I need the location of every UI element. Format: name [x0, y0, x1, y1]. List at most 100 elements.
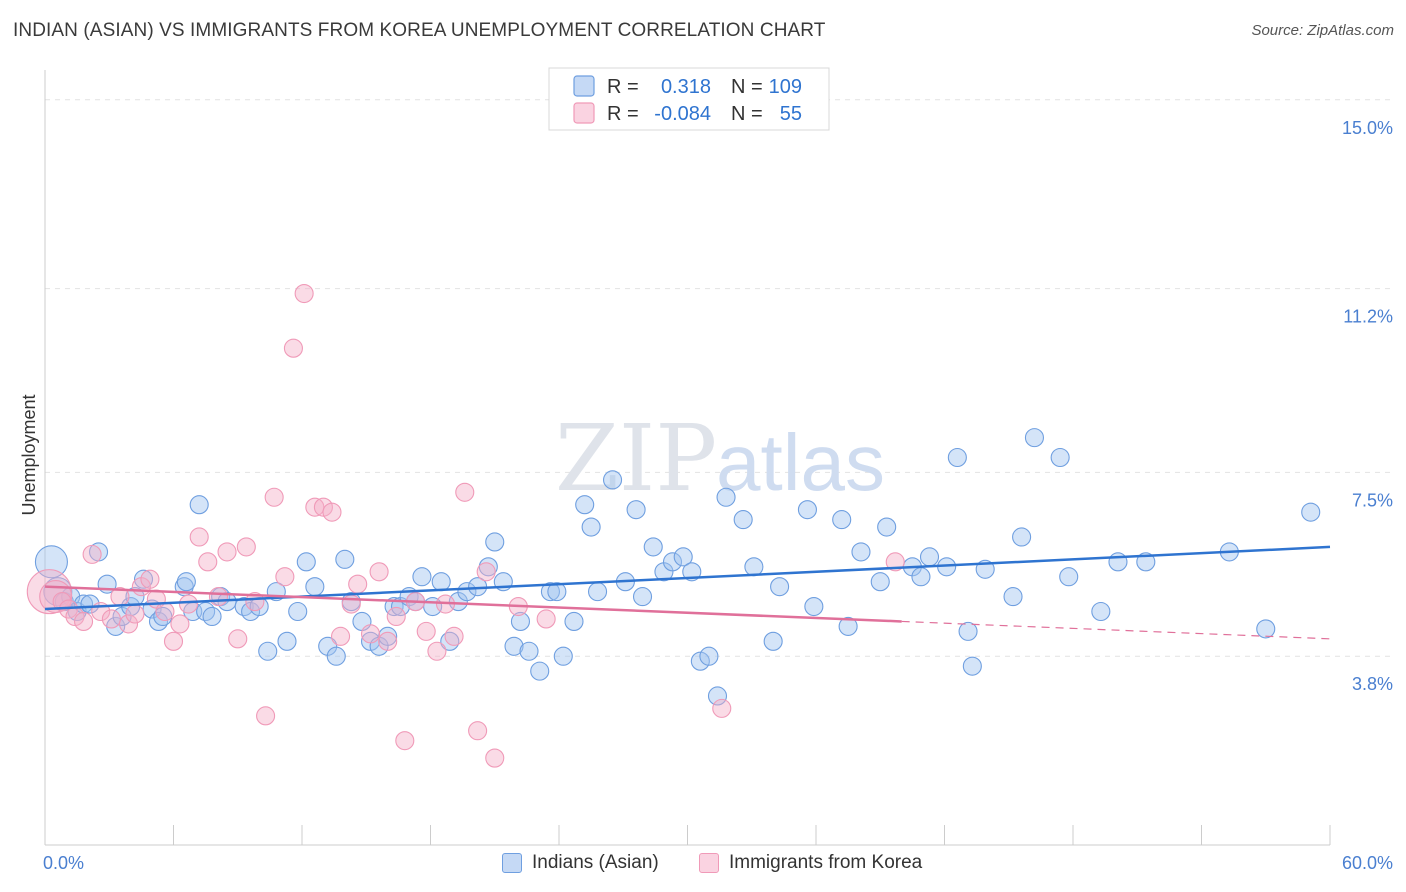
immigrants-korea-point [101, 609, 121, 629]
indians-asian-point [1108, 552, 1128, 572]
immigrants-korea-point [378, 631, 398, 651]
immigrants-korea-trendline [44, 585, 902, 623]
indians-asian-point [234, 596, 254, 617]
indians-asian-point [804, 596, 824, 617]
indians-asian-point [733, 510, 753, 530]
indians-asian-point [1301, 502, 1321, 522]
immigrants-korea-point [228, 629, 248, 649]
indians-asian-point [581, 517, 601, 537]
indians-asian-point [958, 621, 978, 641]
indians-asian-point [587, 582, 608, 602]
indians-asian-point [258, 641, 278, 661]
legend-swatch-blue [573, 75, 595, 97]
immigrants-korea-point [444, 626, 464, 646]
immigrants-korea-point [170, 614, 190, 634]
watermark-atlas: atlas [716, 418, 885, 507]
indians-asian-point [288, 601, 308, 622]
y-tick-label: 7.5% [1352, 490, 1393, 510]
legend-item-immigrants-korea: Immigrants from Korea [699, 852, 922, 874]
immigrants-korea-point [476, 562, 496, 582]
immigrants-korea-point [245, 592, 265, 612]
immigrants-korea-point [885, 552, 905, 572]
indians-asian-point [335, 549, 355, 569]
indians-asian-point [770, 577, 790, 597]
indians-asian-point [326, 646, 346, 666]
legend-r-value-2: -0.084 [654, 103, 711, 125]
indians-asian-point [919, 547, 940, 567]
x-tick-label-min: 0.0% [43, 853, 84, 873]
indians-asian-point [838, 616, 858, 636]
x-tick-label-max: 60.0% [1342, 853, 1393, 873]
watermark: ZIP atlas [555, 405, 885, 512]
immigrants-korea-point [189, 527, 209, 547]
y-axis-label: Unemployment [19, 394, 39, 515]
indians-asian-point [133, 569, 154, 589]
immigrants-korea-point [217, 542, 237, 562]
indians-asian-point [699, 646, 719, 666]
immigrants-korea-point [348, 574, 368, 594]
immigrants-korea-point [283, 338, 303, 358]
indians-asian-point [662, 552, 683, 572]
indians-asian-point [547, 582, 567, 602]
indians-asian-point [1050, 447, 1070, 468]
y-tick-label: 15.0% [1342, 118, 1393, 138]
indians-asian-point [877, 517, 897, 537]
immigrants-korea-point [386, 606, 406, 627]
indians-asian-point [643, 537, 663, 557]
indians-asian-point [34, 545, 68, 579]
immigrants-korea-point [330, 626, 351, 646]
indians-asian-point [575, 495, 595, 515]
indians-asian-trendline [44, 545, 1331, 611]
indians-asian-point [176, 572, 196, 592]
legend-label-immigrants-korea: Immigrants from Korea [729, 852, 923, 873]
legend-n-label-2: N = [731, 103, 763, 125]
y-tick-label: 11.2% [1343, 307, 1393, 327]
indians-asian-point [540, 582, 560, 602]
legend-swatch-immigrants-korea [699, 853, 719, 873]
immigrants-korea-point [198, 552, 218, 572]
immigrants-korea-point [485, 748, 505, 768]
immigrants-korea-point [395, 731, 415, 751]
watermark-zip: ZIP [555, 405, 717, 512]
immigrants-korea-point [455, 482, 475, 502]
indians-asian-point [504, 636, 524, 656]
indians-asian-point [744, 557, 764, 577]
immigrants-korea-point [52, 592, 72, 612]
indians-asian-point [673, 547, 693, 567]
immigrants-korea-point [294, 284, 314, 304]
immigrants-korea-point [322, 502, 342, 522]
immigrants-korea-point [264, 487, 284, 507]
indians-asian-point [1256, 619, 1276, 639]
legend-item-indians-asian: Indians (Asian) [502, 852, 659, 874]
indians-asian-point [832, 510, 852, 530]
legend-r-label-1: R = [607, 76, 639, 98]
bottom-legend: Indians (Asian) Immigrants from Korea [0, 852, 1406, 882]
indians-asian-point [1059, 567, 1079, 587]
indians-asian-point [797, 500, 817, 520]
immigrants-korea-point [118, 614, 139, 634]
immigrants-korea-point [208, 587, 229, 607]
immigrants-korea-point [178, 594, 199, 614]
indians-asian-point [43, 577, 73, 607]
legend-r-value-1: 0.318 [661, 76, 711, 98]
indians-asian-point [707, 686, 728, 706]
indians-asian-point [277, 631, 297, 651]
y-tick-label: 3.8% [1352, 674, 1393, 694]
legend-swatch-indians-asian [502, 853, 522, 873]
immigrants-korea-point [416, 621, 436, 641]
indians-asian-point [80, 594, 100, 614]
indians-asian-point [296, 552, 316, 572]
indians-asian-point [632, 587, 653, 607]
indians-asian-point [530, 661, 550, 681]
indians-asian-point [485, 532, 505, 552]
immigrants-korea-point [536, 609, 556, 629]
indians-asian-point [626, 500, 646, 520]
immigrants-korea-point [427, 641, 447, 661]
indians-asian-point [911, 567, 931, 587]
indians-asian-point [553, 646, 573, 666]
grid-layer [45, 99, 1395, 657]
indians-asian-point [716, 487, 736, 507]
legend-box: R = 0.318 N = 109 R = -0.084 N = 55 [548, 67, 830, 131]
indians-asian-point [1091, 601, 1111, 622]
immigrants-korea-point [369, 562, 389, 582]
